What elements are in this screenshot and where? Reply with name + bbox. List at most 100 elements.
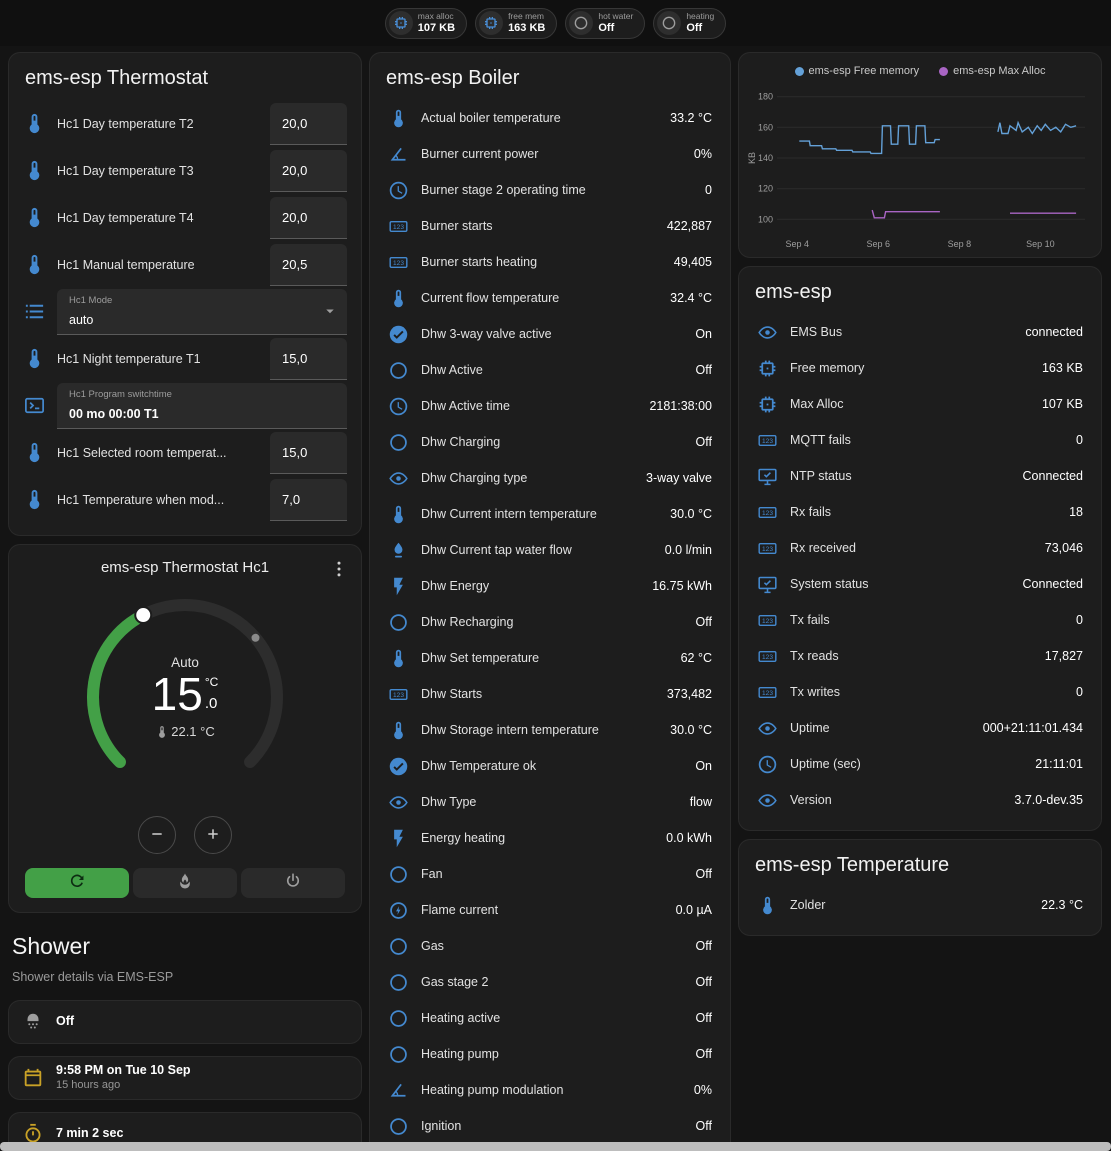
flash-icon [388, 576, 409, 597]
entity-row[interactable]: Heating pump modulation 0% [382, 1072, 718, 1108]
entity-row[interactable]: Current flow temperature 32.4 °C [382, 280, 718, 316]
target-temperature: 15 °C .0 [151, 667, 219, 720]
entity-row[interactable]: Ignition Off [382, 1108, 718, 1144]
legend-item[interactable]: ems-esp Free memory [794, 65, 919, 77]
entity-row[interactable]: Version 3.7.0-dev.35 [751, 782, 1089, 818]
svg-text:123: 123 [762, 690, 773, 697]
current-temperature: 22.1 °C [155, 724, 215, 739]
entity-row[interactable]: Dhw Storage intern temperature 30.0 °C [382, 712, 718, 748]
thermostat-dial[interactable]: Auto 15 °C .0 22.1 °C [70, 582, 300, 812]
entity-row[interactable]: Dhw Energy 16.75 kWh [382, 568, 718, 604]
number-input[interactable]: 7,0 [270, 478, 347, 521]
entity-row[interactable]: NTP status Connected [751, 458, 1089, 494]
status-badge[interactable]: heating Off [653, 7, 727, 39]
entity-row[interactable]: Fan Off [382, 856, 718, 892]
entity-row[interactable]: 123 Tx fails 0 [751, 602, 1089, 638]
entity-row[interactable]: 123 Tx reads 17,827 [751, 638, 1089, 674]
counter-icon: 123 [388, 216, 409, 237]
entity-row[interactable]: Actual boiler temperature 33.2 °C [382, 100, 718, 136]
entity-row[interactable]: Max Alloc 107 KB [751, 386, 1089, 422]
list-icon [23, 300, 46, 323]
entity-label: Heating pump [421, 1047, 499, 1061]
mode-select[interactable]: Hc1 Mode auto [57, 288, 347, 335]
entity-value: 2181:38:00 [649, 399, 712, 413]
entity-row[interactable]: 123 Dhw Starts 373,482 [382, 676, 718, 712]
entity-row[interactable]: Gas stage 2 Off [382, 964, 718, 1000]
entity-row[interactable]: Flame current 0.0 µA [382, 892, 718, 928]
legend-item[interactable]: ems-esp Max Alloc [939, 65, 1045, 77]
entity-label: System status [790, 577, 869, 591]
number-input[interactable]: 20,0 [270, 149, 347, 192]
entity-row[interactable]: Dhw Active time 2181:38:00 [382, 388, 718, 424]
entity-value: 000+21:11:01.434 [982, 721, 1083, 735]
entity-row[interactable]: Heating pump Off [382, 1036, 718, 1072]
entity-row[interactable]: Gas Off [382, 928, 718, 964]
circle-outline-icon [388, 936, 409, 957]
number-input[interactable]: 20,0 [270, 196, 347, 239]
clock-icon [757, 754, 778, 775]
entity-row[interactable]: Dhw 3-way valve active On [382, 316, 718, 352]
entity-row[interactable]: 123 Rx fails 18 [751, 494, 1089, 530]
entity-row[interactable]: 123 Burner starts 422,887 [382, 208, 718, 244]
entity-value: 0 [1076, 613, 1083, 627]
card-title: ems-esp Thermostat [25, 67, 209, 89]
entity-row[interactable]: Dhw Temperature ok On [382, 748, 718, 784]
thermometer-icon [23, 347, 46, 370]
dots-vertical-icon[interactable] [329, 559, 349, 579]
entity-row[interactable]: EMS Bus connected [751, 314, 1089, 350]
number-input[interactable]: 15,0 [270, 337, 347, 380]
entity-row[interactable]: Energy heating 0.0 kWh [382, 820, 718, 856]
status-badge[interactable]: max alloc 107 KB [384, 7, 468, 39]
hvac-mode-button[interactable] [241, 868, 345, 898]
entity-value: 0 [1076, 685, 1083, 699]
history-chart[interactable]: 100 120 140 160 180 Sep 4 Sep 6 Sep 8 Sep 10 KB [747, 79, 1093, 255]
entity-row[interactable]: Burner current power 0% [382, 136, 718, 172]
row-label: Hc1 Temperature when mod... [57, 492, 225, 507]
entity-value: 3.7.0-dev.35 [1014, 793, 1083, 807]
entity-row[interactable]: Dhw Charging Off [382, 424, 718, 460]
chip-icon [388, 11, 413, 35]
entity-row[interactable]: Heating active Off [382, 1000, 718, 1036]
entity-row[interactable]: Uptime 000+21:11:01.434 [751, 710, 1089, 746]
entity-row[interactable]: Free memory 163 KB [751, 350, 1089, 386]
entity-row[interactable]: Dhw Type flow [382, 784, 718, 820]
entity-value: 17,827 [1044, 649, 1083, 663]
entity-row[interactable]: 123 Rx received 73,046 [751, 530, 1089, 566]
svg-text:Sep 10: Sep 10 [1026, 239, 1055, 249]
entity-row[interactable]: Dhw Charging type 3-way valve [382, 460, 718, 496]
circle-outline-icon [388, 432, 409, 453]
row-label: Hc1 Day temperature T4 [57, 210, 194, 225]
entity-row[interactable]: Zolder 22.3 °C [751, 887, 1089, 923]
status-badge[interactable]: free mem 163 KB [475, 7, 558, 39]
angle-icon [388, 1080, 409, 1101]
entity-row[interactable]: Dhw Active Off [382, 352, 718, 388]
number-input[interactable]: 15,0 [270, 431, 347, 474]
decrease-temp-button[interactable] [138, 816, 176, 854]
entity-row[interactable]: Dhw Current intern temperature 30.0 °C [382, 496, 718, 532]
card-title: ems-esp [755, 281, 832, 303]
entity-row[interactable]: Dhw Recharging Off [382, 604, 718, 640]
entity-row[interactable]: Burner stage 2 operating time 0 [382, 172, 718, 208]
horizontal-scrollbar[interactable] [0, 1142, 1111, 1151]
circle-outline-icon [388, 1008, 409, 1029]
thermometer-icon [23, 206, 46, 229]
shower-entity-card[interactable]: 9:58 PM on Tue 10 Sep 15 hours ago [8, 1056, 362, 1100]
entity-row[interactable]: 123 Tx writes 0 [751, 674, 1089, 710]
counter-icon: 123 [757, 682, 778, 703]
entity-row[interactable]: 123 Burner starts heating 49,405 [382, 244, 718, 280]
eye-icon [388, 792, 409, 813]
number-input[interactable]: 20,5 [270, 243, 347, 286]
hvac-mode-button[interactable] [25, 868, 129, 898]
hvac-mode-button[interactable] [133, 868, 237, 898]
program-switchtime-input[interactable]: Hc1 Program switchtime 00 mo 00:00 T1 [57, 382, 347, 429]
clock-icon [388, 396, 409, 417]
entity-row[interactable]: Uptime (sec) 21:11:01 [751, 746, 1089, 782]
increase-temp-button[interactable] [194, 816, 232, 854]
entity-row[interactable]: 123 MQTT fails 0 [751, 422, 1089, 458]
entity-row[interactable]: Dhw Set temperature 62 °C [382, 640, 718, 676]
entity-row[interactable]: Dhw Current tap water flow 0.0 l/min [382, 532, 718, 568]
entity-row[interactable]: System status Connected [751, 566, 1089, 602]
status-badge[interactable]: hot water Off [565, 7, 646, 39]
number-input[interactable]: 20,0 [270, 102, 347, 145]
shower-entity-card[interactable]: Off [8, 1000, 362, 1044]
